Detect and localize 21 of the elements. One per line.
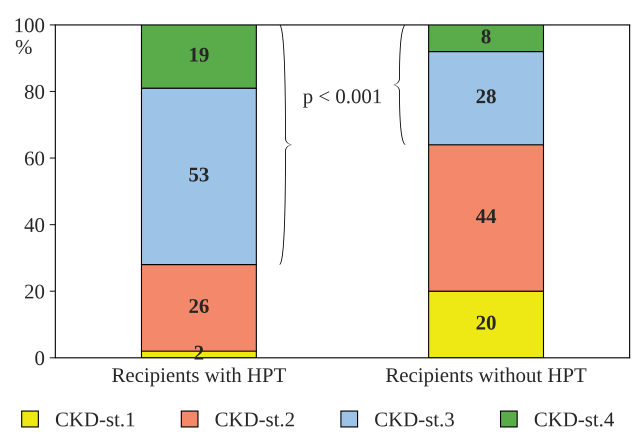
annotation: p < 0.001 (303, 89, 381, 108)
data-label: 20 (476, 316, 496, 330)
data-label: 44 (476, 209, 496, 223)
y-tick-label: 60 (24, 151, 44, 166)
data-label: 28 (476, 89, 496, 104)
y-tick-label: 0 (35, 351, 44, 366)
y-axis-title: % (16, 40, 32, 54)
x-tick-label: Recipients without HPT (386, 368, 586, 386)
y-tick-label: 20 (24, 284, 44, 299)
legend-label: CKD-st.3 (375, 412, 454, 427)
data-label: 26 (189, 299, 209, 314)
data-label: 8 (482, 29, 491, 44)
y-tick-label: 80 (24, 84, 44, 99)
legend-label: CKD-st.4 (534, 412, 614, 427)
data-label: 19 (190, 48, 209, 62)
legend-label: CKD-st.2 (215, 412, 294, 427)
y-tick-label: 100 (16, 18, 44, 32)
y-tick-label: 40 (24, 218, 44, 232)
data-label: 53 (189, 168, 209, 182)
legend-label: CKD-st.1 (56, 412, 134, 427)
x-tick-label: Recipients with HPT (112, 368, 286, 386)
